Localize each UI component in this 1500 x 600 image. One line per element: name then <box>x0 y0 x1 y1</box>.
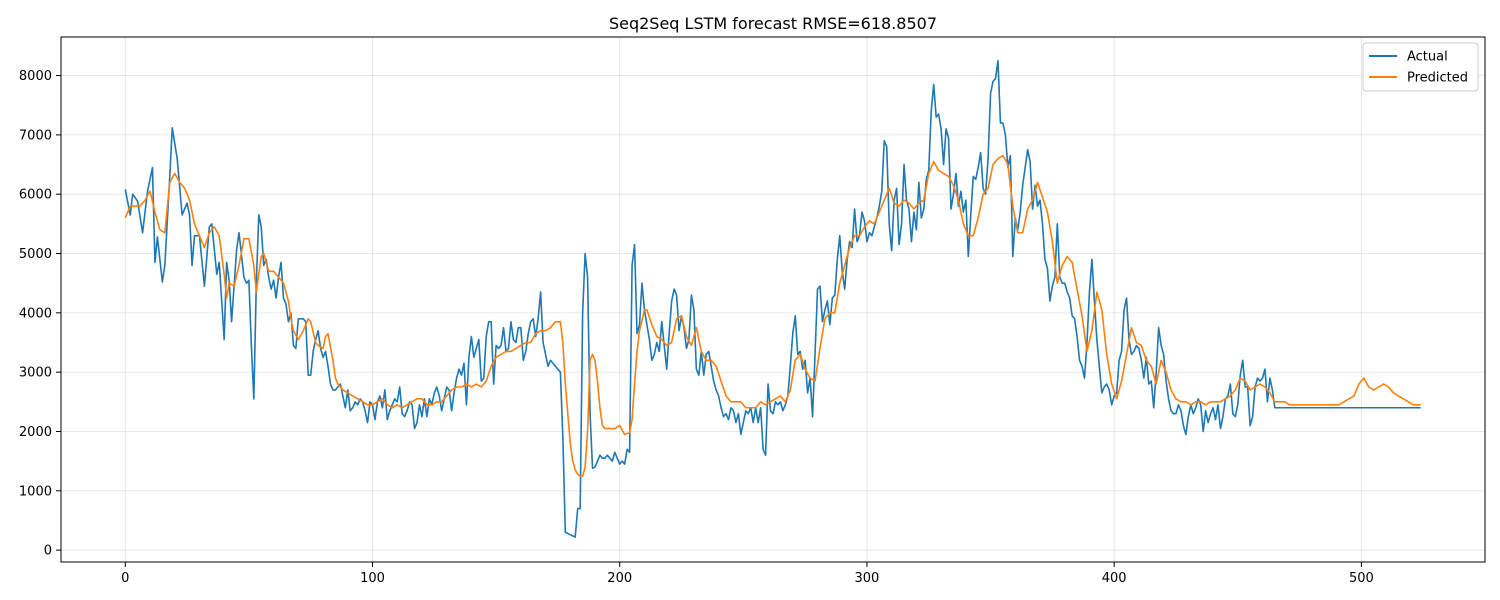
x-tick-label: 0 <box>121 571 129 586</box>
y-tick-label: 7000 <box>19 128 52 143</box>
x-tick-label: 100 <box>360 571 385 586</box>
y-tick-label: 6000 <box>19 188 52 203</box>
axes-ticks: 0 100 200 300 400 500010002000300040005000600… <box>19 69 1374 586</box>
series-line-actual <box>124 59 1421 538</box>
x-tick-label: 500 <box>1349 571 1374 586</box>
legend-label-predicted: Predicted <box>1407 71 1468 86</box>
chart-title: Seq2Seq LSTM forecast RMSE=618.8507 <box>609 14 937 33</box>
plot-frame <box>60 36 1486 563</box>
y-tick-label: 2000 <box>19 425 52 440</box>
grid <box>61 37 1485 562</box>
y-tick-label: 0 <box>44 544 52 559</box>
y-tick-label: 8000 <box>19 69 52 84</box>
legend: Actual Predicted <box>1362 42 1479 92</box>
x-tick-label: 200 <box>607 571 632 586</box>
series-line-predicted <box>124 154 1421 477</box>
y-tick-label: 4000 <box>19 306 52 321</box>
y-tick-label: 1000 <box>19 484 52 499</box>
series-layer <box>124 59 1421 538</box>
y-tick-label: 3000 <box>19 366 52 381</box>
x-tick-label: 400 <box>1102 571 1127 586</box>
legend-label-actual: Actual <box>1407 50 1448 65</box>
x-tick-label: 300 <box>855 571 880 586</box>
y-tick-label: 5000 <box>19 247 52 262</box>
